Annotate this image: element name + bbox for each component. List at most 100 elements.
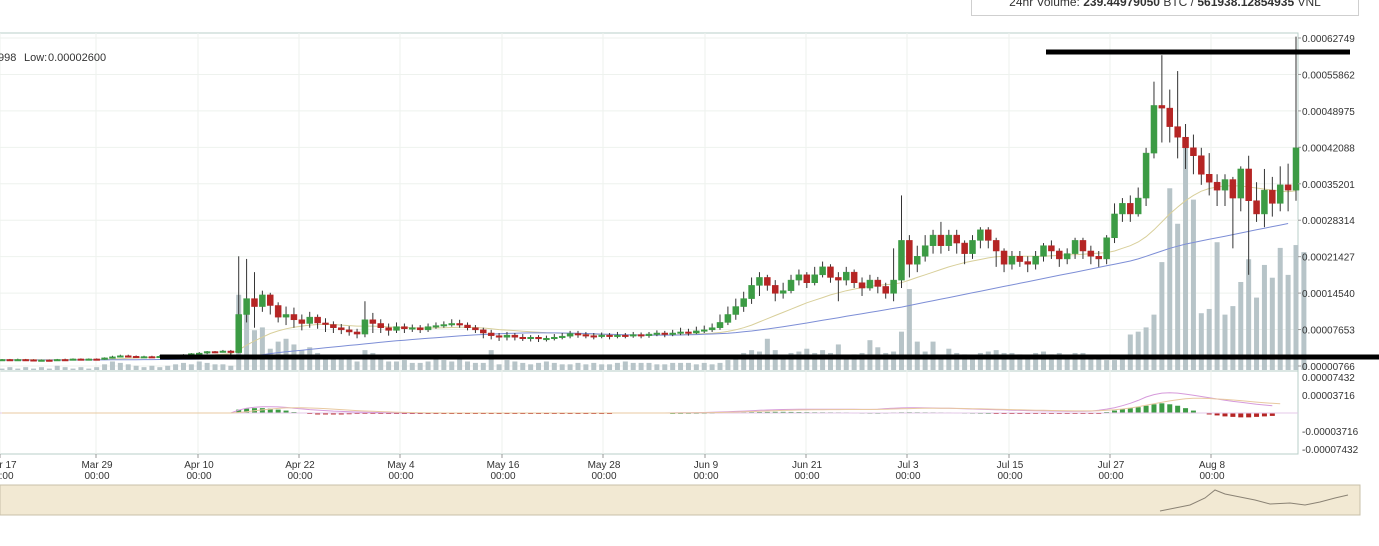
candle — [361, 301, 369, 338]
candle-body-down — [1174, 126, 1181, 138]
candle — [109, 355, 116, 359]
volume-bar — [188, 364, 194, 370]
candle-body-up — [1103, 237, 1110, 260]
candle — [503, 331, 511, 341]
volume-bar — [94, 367, 100, 370]
candle — [661, 330, 669, 338]
volume-bar — [180, 362, 186, 370]
candle — [764, 274, 771, 291]
volume-bar — [1175, 223, 1181, 370]
candle-body-down — [487, 332, 495, 336]
candle-body-up — [14, 359, 22, 362]
volume-bar — [1214, 242, 1220, 370]
candle-body-up — [117, 355, 124, 358]
candle — [1150, 81, 1158, 159]
volume-bar — [1183, 140, 1189, 370]
macd-histogram-bar — [236, 409, 242, 413]
candle-body-up — [779, 290, 787, 294]
macd-histogram-bar — [1119, 409, 1125, 413]
candle-body-up — [1111, 213, 1118, 239]
volume-bar — [315, 352, 321, 370]
time-tick-time: 00:00 — [490, 471, 515, 482]
candle-body-down — [456, 323, 463, 326]
candles[interactable] — [0, 36, 1300, 362]
candle — [1190, 134, 1197, 175]
candle — [1237, 166, 1245, 212]
volume-bar — [1269, 277, 1275, 370]
volume-bar — [133, 365, 139, 370]
volume-bar — [993, 350, 999, 370]
candle-body-down — [401, 326, 408, 330]
candle-body-down — [314, 316, 321, 324]
macd-indicator — [0, 392, 1298, 418]
candle — [6, 358, 14, 362]
volume-bar — [1261, 264, 1267, 370]
macd-histogram-bar — [1135, 407, 1141, 413]
volume-bar — [46, 368, 52, 370]
candle-body-down — [1079, 240, 1087, 252]
candle-body-up — [306, 316, 313, 324]
volume-bar — [338, 358, 344, 370]
candle-body-down — [850, 271, 858, 283]
candle-body-up — [653, 332, 661, 335]
volume-bar — [646, 362, 652, 370]
volume-bar — [772, 350, 778, 370]
macd-histogram-bar — [244, 408, 250, 413]
candle — [898, 195, 905, 289]
candle-body-down — [511, 334, 519, 338]
candle — [1261, 168, 1268, 228]
volume-bar — [970, 355, 975, 370]
candle-body-down — [298, 319, 306, 324]
macd-histogram-bar — [315, 413, 321, 415]
macd-histogram-bar — [1190, 410, 1196, 413]
volume-bar — [330, 357, 336, 370]
candle-body-down — [132, 356, 140, 359]
candle-body-down — [148, 356, 156, 359]
candle-body-down — [472, 327, 479, 331]
volume-bar — [749, 350, 755, 370]
price-tick-label: 0.00000766 — [1302, 362, 1355, 373]
time-tick-date: May 4 — [387, 460, 415, 471]
candle — [953, 229, 960, 254]
candle-body-down — [685, 331, 692, 334]
volume-bar — [212, 364, 218, 370]
candle — [69, 358, 77, 361]
candle — [740, 291, 747, 312]
candle — [1016, 250, 1024, 267]
candle-body-up — [203, 351, 211, 354]
volume-bar — [7, 367, 13, 370]
macd-histogram-bar — [780, 411, 786, 413]
candle-body-up — [424, 326, 432, 331]
volume-bar — [480, 362, 486, 370]
candle-body-down — [1269, 189, 1276, 204]
candle — [1056, 248, 1063, 267]
candle-body-up — [432, 325, 440, 328]
candle-body-down — [385, 327, 392, 331]
candle — [937, 221, 945, 254]
volume-bar — [788, 352, 794, 370]
high-value-fragment: 998 — [0, 52, 16, 64]
candle — [685, 328, 692, 336]
time-tick-time: 00:00 — [84, 471, 109, 482]
candle — [314, 314, 321, 329]
candle — [409, 324, 416, 332]
candle — [487, 329, 495, 340]
time-tick-time: 00:00 — [895, 471, 920, 482]
volume-bar — [1167, 188, 1173, 370]
candle-body-down — [535, 336, 542, 340]
signal-line — [2, 397, 1281, 414]
navigator-panel[interactable] — [0, 484, 1361, 516]
candle-body-down — [416, 327, 424, 331]
candle — [1040, 243, 1047, 262]
candle — [432, 322, 440, 329]
candle — [1071, 237, 1079, 259]
candle — [835, 272, 842, 302]
candle — [669, 329, 676, 337]
candle-body-down — [1205, 174, 1213, 183]
candle-body-up — [1134, 197, 1142, 215]
macd-tick-label: -0.00003716 — [1302, 427, 1359, 438]
volume-bar — [1048, 354, 1054, 370]
macd-histogram-bar — [1222, 413, 1228, 417]
volume-bar — [898, 331, 904, 370]
